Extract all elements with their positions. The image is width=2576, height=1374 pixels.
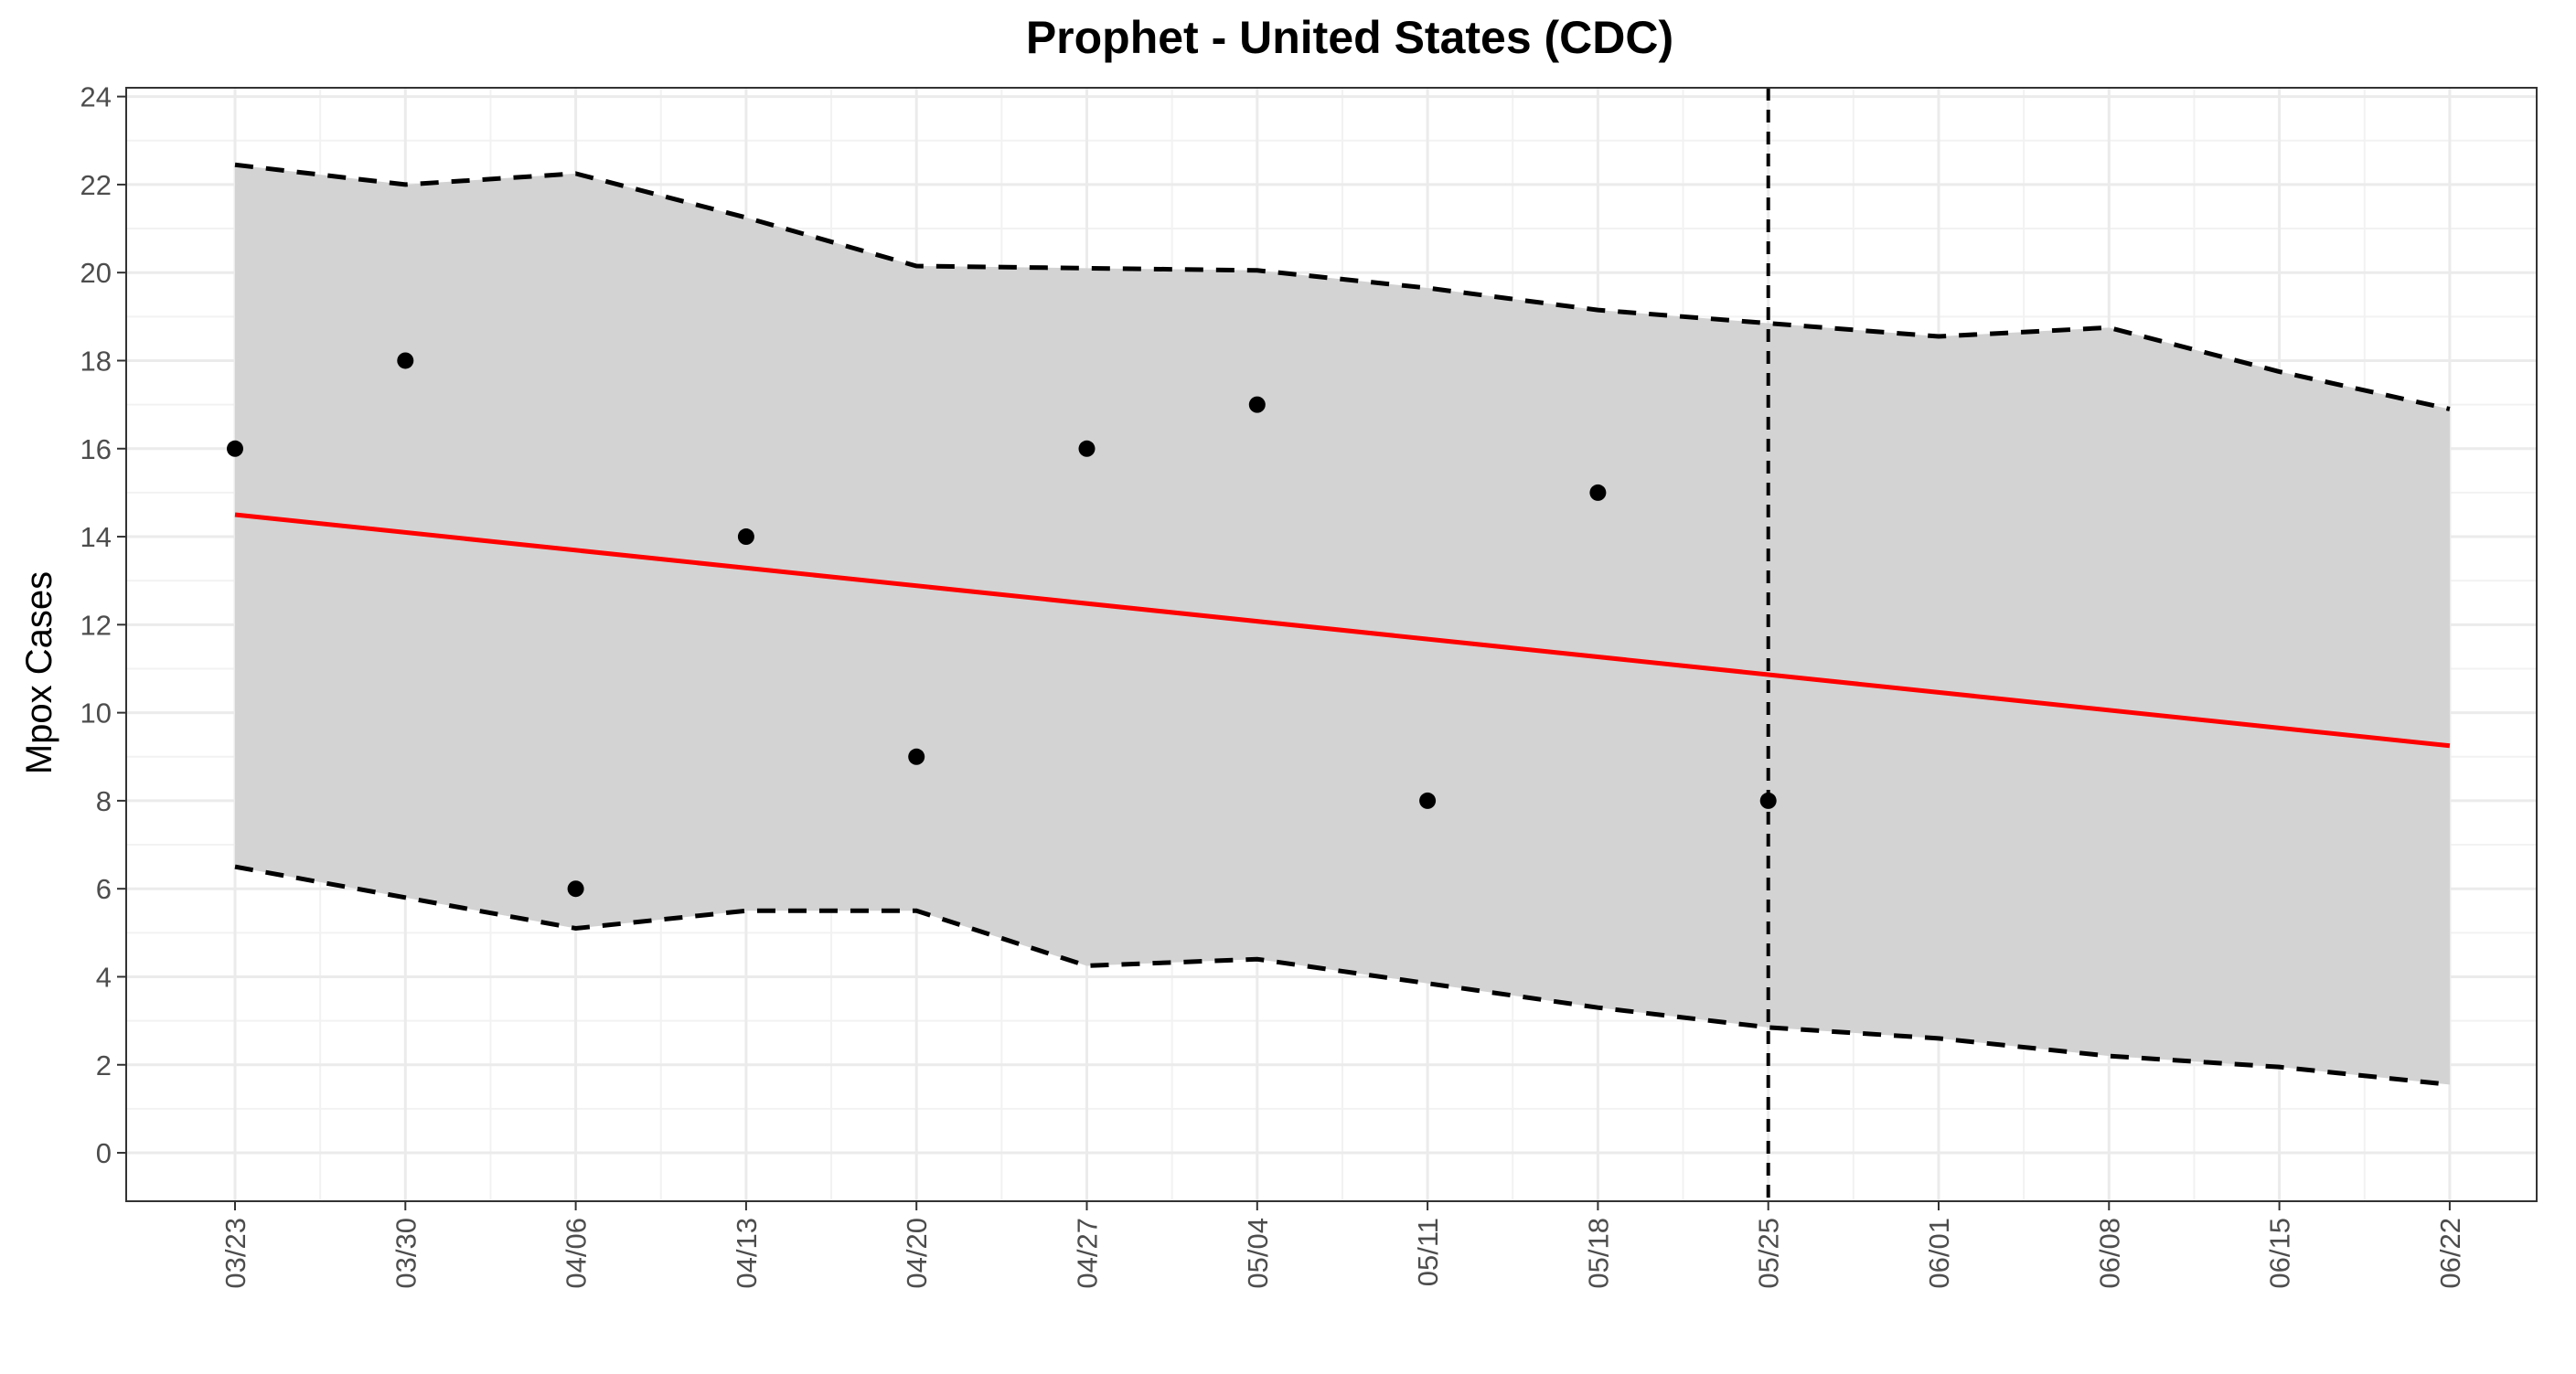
data-point	[397, 352, 414, 369]
y-tick-label: 0	[96, 1137, 112, 1169]
y-tick-label: 20	[80, 257, 112, 289]
x-tick-label: 04/06	[561, 1218, 593, 1289]
x-tick-label: 05/25	[1753, 1218, 1785, 1289]
plot-panel-border	[125, 87, 2538, 1202]
data-point	[1248, 396, 1266, 413]
y-tick-label: 16	[80, 433, 112, 465]
chart-title: Prophet - United States (CDC)	[1026, 12, 1673, 63]
x-axis: 03/23 03/30 04/06 04/13 04/20 04/27 05/04 05/11…	[219, 1201, 2466, 1289]
upper-bound-line	[234, 162, 2451, 411]
y-tick-label: 22	[80, 169, 112, 201]
x-tick-label: 05/18	[1582, 1218, 1614, 1289]
x-tick-label: 04/27	[1072, 1218, 1104, 1289]
x-tick-label: 04/20	[901, 1218, 933, 1289]
observed-points	[227, 352, 1777, 898]
data-point	[908, 748, 925, 765]
confidence-band-area	[235, 165, 2450, 1085]
data-point	[567, 880, 584, 898]
x-tick-label: 06/15	[2264, 1218, 2296, 1289]
data-point	[1419, 792, 1437, 809]
y-tick-label: 12	[80, 609, 112, 641]
y-tick-label: 24	[80, 81, 112, 113]
y-tick-label: 2	[96, 1049, 112, 1081]
data-point	[737, 528, 754, 546]
data-point	[1759, 792, 1777, 809]
x-tick-label: 06/22	[2434, 1218, 2466, 1289]
x-tick-label: 03/30	[390, 1218, 422, 1289]
data-point	[227, 440, 243, 457]
trend-line-path	[234, 512, 2451, 749]
confidence-band	[235, 165, 2450, 1085]
y-tick-label: 18	[80, 345, 112, 377]
y-tick-label: 10	[80, 698, 112, 730]
y-tick-label: 8	[96, 785, 112, 817]
confidence-bounds	[234, 162, 2451, 1087]
lower-bound-line	[234, 864, 2451, 1087]
trend-line	[234, 512, 2451, 749]
x-tick-label: 04/13	[731, 1218, 763, 1289]
x-tick-label: 03/23	[219, 1218, 251, 1289]
y-tick-label: 14	[80, 521, 112, 553]
y-axis-label: Mpox Cases	[19, 571, 59, 774]
data-point	[1589, 484, 1607, 501]
x-tick-label: 06/01	[1923, 1218, 1955, 1289]
data-point	[1078, 440, 1096, 457]
x-tick-label: 05/04	[1242, 1218, 1274, 1289]
y-tick-label: 4	[96, 961, 112, 993]
y-tick-label: 6	[96, 873, 112, 905]
x-tick-label: 06/08	[2093, 1218, 2125, 1289]
x-tick-label: 05/11	[1412, 1218, 1444, 1286]
